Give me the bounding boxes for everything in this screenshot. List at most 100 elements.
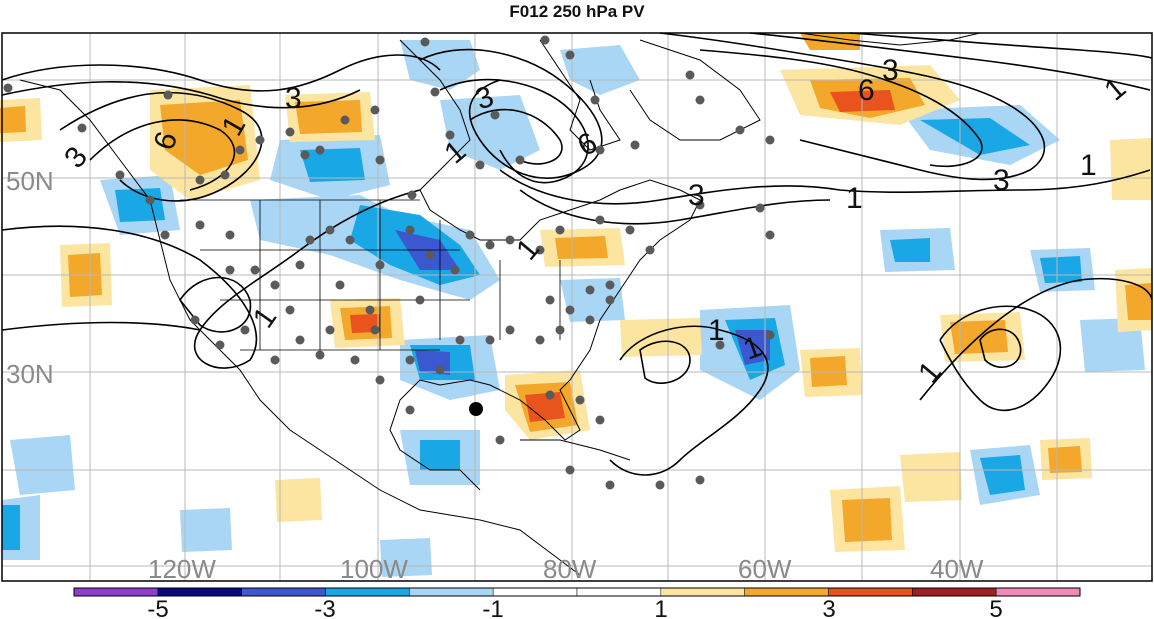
station-marker [300,150,310,160]
station-markers [3,35,775,490]
station-marker [115,170,125,180]
station-marker [695,200,705,210]
station-marker [540,35,550,45]
lat-label-50n: 50N [6,166,54,196]
station-marker [535,335,545,345]
state-borders [180,199,561,351]
colorbar-swatch [409,587,494,597]
contour-line [979,328,1022,369]
graticule [2,33,1152,581]
station-marker [630,140,640,150]
neg-patch [300,148,365,182]
station-marker [555,225,565,235]
station-marker [685,70,695,80]
station-marker [405,355,415,365]
station-marker [160,230,170,240]
station-marker [315,350,325,360]
coastlines [19,32,981,576]
station-marker [225,230,235,240]
station-marker [335,280,345,290]
colorbar-tick-label: -5 [147,596,168,619]
station-marker [375,155,385,165]
station-marker [485,335,495,345]
station-marker [755,203,765,213]
station-marker [735,125,745,135]
station-marker [350,355,360,365]
lon-label-60w: 60W [738,554,792,584]
station-marker [595,215,605,225]
station-marker [220,170,230,180]
pos-patch [620,318,702,357]
contour-line [919,277,1153,401]
station-marker [585,285,595,295]
contour-line [419,48,603,179]
pos-patch [0,106,26,133]
pos-patch [555,236,608,259]
station-marker [425,250,435,260]
colorbar-swatch [912,587,997,597]
station-marker [325,225,335,235]
colorbar-swatch [828,587,913,597]
station-marker [370,325,380,335]
contour-label: 6 [858,74,875,107]
station-marker [77,123,87,133]
coastline-west [19,79,581,576]
neg-patch [2,505,20,550]
neg-patch [440,95,540,170]
station-marker [605,480,615,490]
contour-line [659,32,1046,181]
lat-label-30n: 30N [6,359,54,389]
pos-patch [295,100,362,134]
station-marker [565,465,575,475]
station-marker [325,325,335,335]
map-frame [1,32,1153,582]
station-marker [215,340,225,350]
station-marker [595,415,605,425]
contour-line [1,54,441,92]
contour-line [59,91,263,202]
colorbar-swatch [744,587,829,597]
station-marker [565,50,575,60]
station-marker [490,110,500,120]
station-marker [555,325,565,335]
coastline-east [389,39,701,491]
station-marker [407,190,417,200]
neg-patch [10,435,75,495]
colorbar-tick-label: 1 [654,596,667,619]
colorbar-tick-label: 5 [989,596,1002,619]
station-marker [145,195,155,205]
lon-label-80w: 80W [543,554,597,584]
station-marker [375,260,385,270]
lon-label-40w: 40W [930,554,984,584]
station-marker [565,305,575,315]
pos-patch [275,478,322,522]
colorbar-frame [73,587,1081,597]
coastline-hudson [539,39,621,151]
station-marker [190,315,200,325]
colorbar-swatch [492,587,578,597]
colorbar-tick-label: 3 [822,596,835,619]
station-marker [765,230,775,240]
station-marker [240,325,250,335]
station-marker [585,315,595,325]
station-marker [450,265,460,275]
contour-line [179,276,252,333]
station-marker [595,145,605,155]
pos-patch [1125,283,1152,320]
station-marker [430,87,440,97]
contour-line [639,340,691,384]
station-marker [605,295,615,305]
station-marker [295,260,305,270]
station-marker [495,435,505,445]
neg-patch [980,455,1025,495]
station-marker [285,305,295,315]
pos-patch [1110,138,1152,200]
contour-line [1,321,201,331]
contour-label: 3 [882,54,899,87]
station-marker [3,83,13,93]
station-marker [305,235,315,245]
station-marker [535,245,545,255]
lon-label-100w: 100W [340,554,408,584]
station-marker [505,235,515,245]
